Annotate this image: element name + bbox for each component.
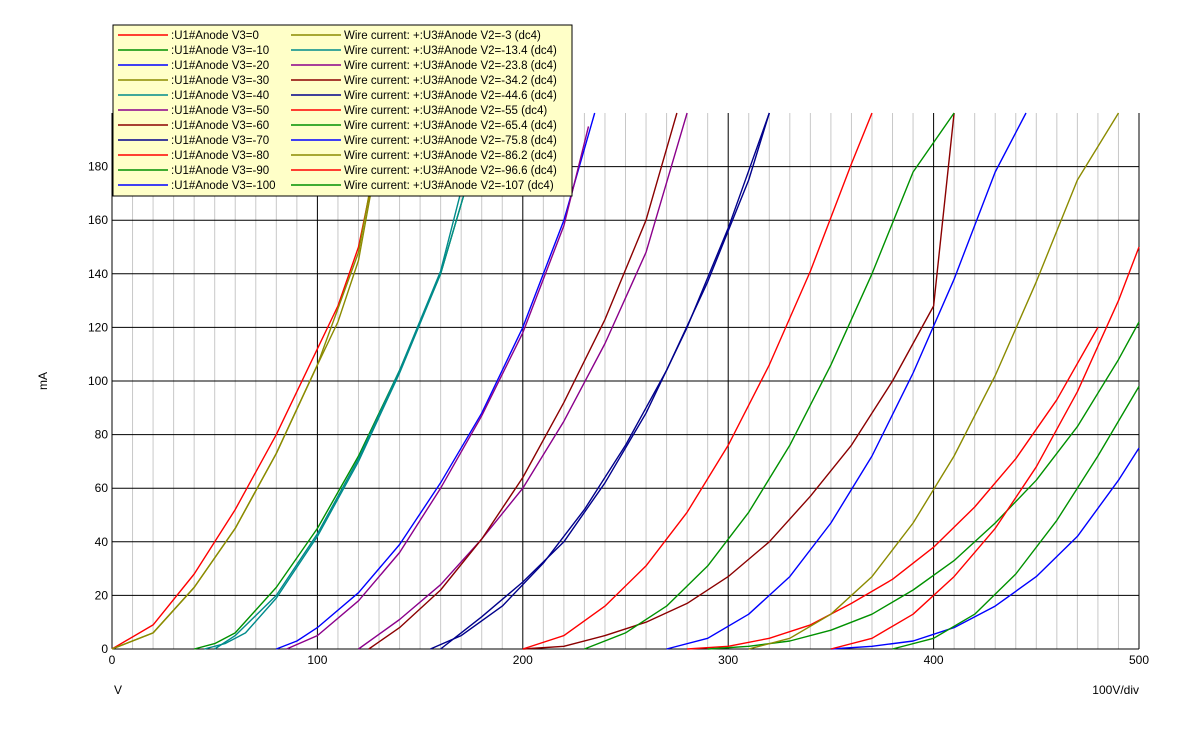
series-line xyxy=(276,112,596,650)
legend-entry: Wire current: +:U3#Anode V2=-75.8 (dc4) xyxy=(344,135,557,147)
series-line xyxy=(214,126,479,650)
legend-entry: :U1#Anode V3=-70 xyxy=(171,135,269,147)
series-line xyxy=(584,112,955,650)
y-tick-label: 140 xyxy=(88,267,108,281)
y-tick-label: 60 xyxy=(95,481,109,495)
y-tick-label: 20 xyxy=(95,588,109,602)
x-axis-unit: 100V/div xyxy=(1092,683,1139,697)
series-line xyxy=(892,386,1140,650)
legend-entry: Wire current: +:U3#Anode V2=-44.6 (dc4) xyxy=(344,90,557,102)
legend-entry: Wire current: +:U3#Anode V2=-23.8 (dc4) xyxy=(344,60,557,72)
series-line xyxy=(358,112,688,650)
series-line xyxy=(368,112,678,650)
legend-entry: Wire current: +:U3#Anode V2=-3 (dc4) xyxy=(344,30,541,42)
legend-entry: :U1#Anode V3=-40 xyxy=(171,90,269,102)
legend-box xyxy=(112,24,573,197)
x-tick-label: 400 xyxy=(924,653,944,667)
series-line xyxy=(707,321,1140,650)
legend-entry: :U1#Anode V3=-30 xyxy=(171,75,269,87)
y-tick-label: 0 xyxy=(101,642,108,656)
series-line xyxy=(522,112,873,650)
legend-entry: Wire current: +:U3#Anode V2=-86.2 (dc4) xyxy=(344,150,557,162)
series-line xyxy=(111,147,380,650)
legend-entry: :U1#Anode V3=-20 xyxy=(171,60,269,72)
curves xyxy=(111,112,1140,650)
x-tick-label: 500 xyxy=(1129,653,1149,667)
series-line xyxy=(748,112,1120,650)
series-line xyxy=(286,126,590,650)
series-line xyxy=(687,327,1099,650)
series-line xyxy=(522,112,955,650)
x-tick-label: 200 xyxy=(513,653,533,667)
legend-entry: :U1#Anode V3=0 xyxy=(171,30,259,42)
y-tick-label: 120 xyxy=(88,320,108,334)
series-line xyxy=(204,134,483,650)
x-axis-label: V xyxy=(114,683,122,697)
y-tick-label: 180 xyxy=(88,160,108,174)
legend-entry: :U1#Anode V3=-10 xyxy=(171,45,269,57)
series-line xyxy=(111,147,380,650)
legend-entry: Wire current: +:U3#Anode V2=-34.2 (dc4) xyxy=(344,75,557,87)
legend: :U1#Anode V3=0 :U1#Anode V3=-10 :U1#Anode … xyxy=(112,24,573,197)
legend-entry: :U1#Anode V3=-90 xyxy=(171,165,269,177)
legend-entry: :U1#Anode V3=-50 xyxy=(171,105,269,117)
series-line xyxy=(830,447,1140,650)
series-line xyxy=(430,112,770,650)
series-line xyxy=(830,246,1140,650)
legend-entry: Wire current: +:U3#Anode V2=-65.4 (dc4) xyxy=(344,120,557,132)
y-tick-label: 80 xyxy=(95,428,109,442)
y-tick-label: 100 xyxy=(88,374,108,388)
legend-entry: :U1#Anode V3=-80 xyxy=(171,150,269,162)
x-tick-label: 100 xyxy=(307,653,327,667)
series-line xyxy=(111,139,380,650)
series-line xyxy=(666,112,1027,650)
x-tick-label: 300 xyxy=(718,653,738,667)
series-line xyxy=(440,112,770,650)
legend-entry: Wire current: +:U3#Anode V2=-55 (dc4) xyxy=(344,105,547,117)
legend-entry: :U1#Anode V3=-60 xyxy=(171,120,269,132)
x-tick-label: 0 xyxy=(109,653,116,667)
legend-entry: :U1#Anode V3=-100 xyxy=(171,180,276,192)
y-axis-label: mA xyxy=(36,372,50,390)
y-tick-label: 40 xyxy=(95,535,109,549)
legend-entry: Wire current: +:U3#Anode V2=-13.4 (dc4) xyxy=(344,45,557,57)
legend-entry: Wire current: +:U3#Anode V2=-107 (dc4) xyxy=(344,180,554,192)
legend-entry: Wire current: +:U3#Anode V2=-96.6 (dc4) xyxy=(344,165,557,177)
y-tick-label: 160 xyxy=(88,213,108,227)
tick-labels: 0 100 200 300 400 500 0 20 40 60 80 100 120 140 160 180 xyxy=(88,160,1149,667)
